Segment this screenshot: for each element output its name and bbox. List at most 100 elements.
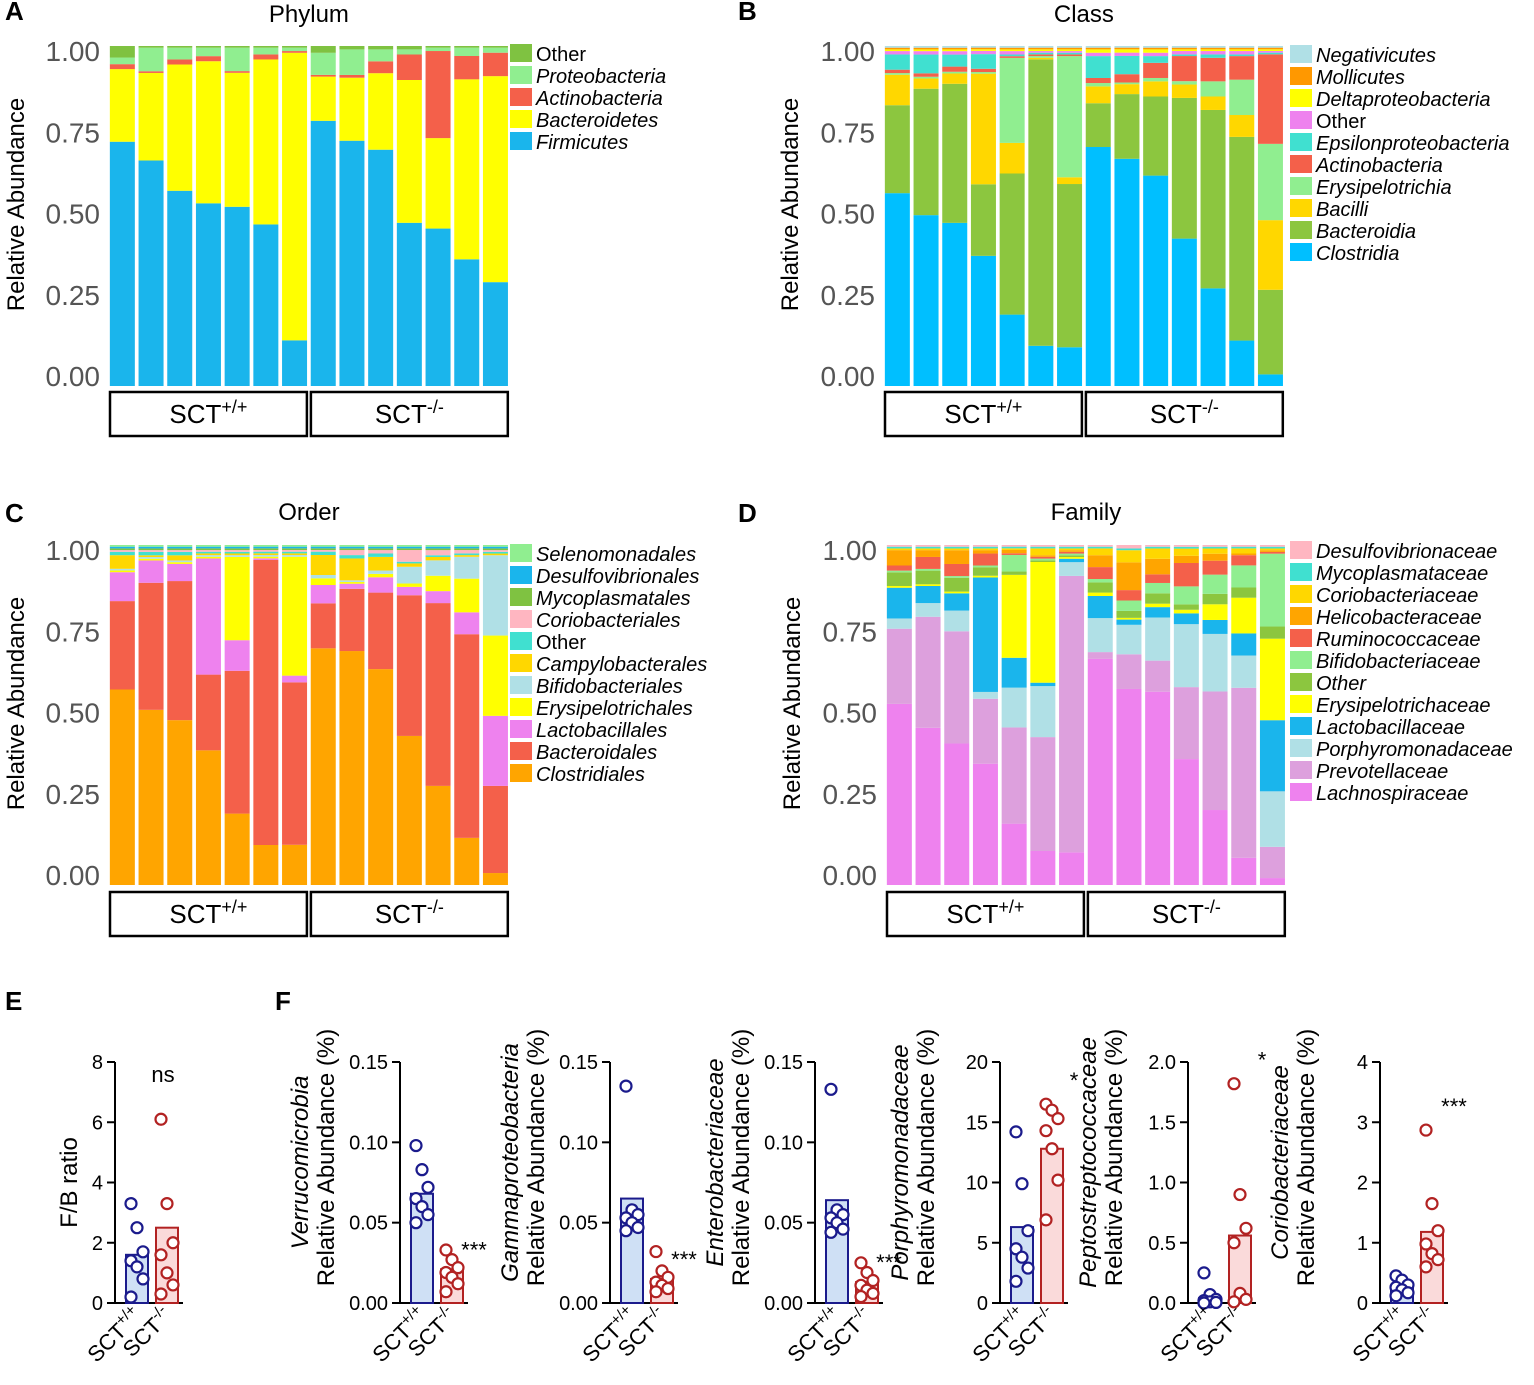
bar-segment-erysipelotrichaceae <box>1030 562 1056 683</box>
bar-segment-erysipelotrichaceae <box>1087 592 1113 596</box>
y-tick-label: 0.75 <box>46 616 101 647</box>
y-tick-label: 0.00 <box>821 361 876 392</box>
data-point <box>160 1266 174 1280</box>
legend-swatch <box>1290 585 1312 603</box>
legend-label: Other <box>1316 111 1366 133</box>
bar-segment-lachnospiraceae <box>1145 691 1171 885</box>
bar-segment-bacteroidales <box>425 603 451 786</box>
bar-segment-clostridia <box>1057 347 1083 386</box>
bar-segment-bacilli <box>1200 96 1226 110</box>
y-tick-label: 1.5 <box>1148 1112 1176 1134</box>
bar-segment-porphyromonadaceae <box>1231 655 1257 688</box>
y-tick-label: 0.10 <box>764 1132 803 1154</box>
bar-segment-actinobacteria <box>454 56 480 80</box>
bar-segment-epsilonproteobacteria <box>1257 52 1283 55</box>
bar-segment-campylobacterales <box>282 553 308 556</box>
bar-segment-erysipelotrichia <box>999 57 1025 143</box>
y-axis-label-taxon: Gammaproteobacteria <box>497 1043 524 1282</box>
group-label-sup: +/+ <box>221 897 247 917</box>
bar-segment-bifidobacteriales <box>425 560 451 576</box>
bar-segment-porphyromonadaceae <box>1001 687 1027 728</box>
bar-segment-actinobacteria <box>310 74 336 77</box>
bar-segment-other <box>999 51 1025 55</box>
bar-segment-lactobacillaceae <box>1087 596 1113 619</box>
bar-segment-prevotellaceae <box>1059 575 1085 853</box>
bar-segment-other <box>368 46 394 50</box>
bar-segment-ruminococcaceae <box>915 556 941 569</box>
bar-segment-other <box>138 551 164 556</box>
y-tick-label: 0.25 <box>823 779 878 810</box>
bar-segment-ruminococcaceae <box>1259 551 1285 554</box>
bar-segment-porphyromonadaceae <box>1202 633 1228 692</box>
y-axis-label: Relative Abundance (%) <box>1293 1029 1320 1286</box>
y-tick-label: 0.25 <box>821 280 876 311</box>
bar-segment-bacteroidales <box>310 603 336 649</box>
bar-segment-mycoplasmataceae <box>972 546 998 549</box>
bar-segment-mycoplasmataceae <box>1001 546 1027 549</box>
bar-segment-mycoplasmatales <box>224 548 250 551</box>
bar-segment-negativicutes <box>1085 46 1111 48</box>
bar-segment-clostridiales <box>425 785 451 885</box>
bar-segment-coriobacteriaceae <box>1030 548 1056 556</box>
legend-label: Bacteroidia <box>1316 221 1416 243</box>
bar-segment-porphyromonadaceae <box>1116 624 1142 655</box>
y-tick-label: 10 <box>966 1173 988 1195</box>
bar-segment-selenomonadales <box>138 545 164 547</box>
bar-segment-bifidobacteriales <box>224 555 250 557</box>
bar-segment-prevotellaceae <box>1116 654 1142 689</box>
y-tick-label: 2.0 <box>1148 1052 1176 1074</box>
bar-segment-deltaproteobacteria <box>884 49 910 52</box>
group-label-sup: +/+ <box>221 397 247 417</box>
y-tick-label: 0.50 <box>823 698 878 729</box>
legend-label: Mycoplasmatales <box>536 588 691 610</box>
bar-segment-negativicutes <box>1028 46 1054 48</box>
data-point <box>415 1163 429 1177</box>
bar-segment-lactobacillales <box>109 572 135 602</box>
bar-segment-mollicutes <box>1257 47 1283 50</box>
bar-segment-bacteroidetes <box>396 80 422 223</box>
bar-segment-epsilonproteobacteria <box>1085 56 1111 78</box>
bar-segment-bacteroidetes <box>167 64 193 191</box>
bar-segment-actinobacteria <box>1200 57 1226 82</box>
legend-label: Actinobacteria <box>1315 155 1443 177</box>
y-tick-label: 0.10 <box>349 1132 388 1154</box>
data-point <box>1431 1224 1445 1238</box>
panel-letter: D <box>738 498 757 528</box>
bar-segment-other <box>109 46 135 58</box>
bar-segment-desulfovibrionales <box>339 546 365 549</box>
bar-segment-campylobacterales <box>109 555 135 569</box>
bar-segment-erysipelotrichia <box>1229 79 1255 116</box>
bar-segment-deltaproteobacteria <box>942 49 968 52</box>
legend-swatch <box>510 654 532 672</box>
bar-segment-other <box>913 51 939 55</box>
bar-segment-erysipelotrichaceae <box>1259 638 1285 721</box>
bar-segment-proteobacteria <box>224 47 250 72</box>
bar-segment-other <box>167 551 193 556</box>
bar-segment-coriobacteriales <box>253 550 279 552</box>
bar-segment-other <box>942 51 968 55</box>
y-tick-label: 0.75 <box>46 117 101 148</box>
bar-segment-desulfovibrionales <box>368 546 394 549</box>
bar-segment-actinobacteria <box>282 51 308 53</box>
y-tick-label: 0.00 <box>46 860 101 891</box>
bar-segment-mycoplasmataceae <box>1116 548 1142 551</box>
bar-segment-other <box>224 551 250 554</box>
bar-segment-mycoplasmatales <box>310 548 336 550</box>
bar-segment-campylobacterales <box>425 556 451 561</box>
data-point <box>421 1180 435 1194</box>
bar-segment-bacteroidales <box>195 674 221 751</box>
bar-segment-clostridia <box>1200 288 1226 386</box>
bar-segment-erysipelotrichaceae <box>1059 557 1085 559</box>
bar-segment-desulfovibrionales <box>310 546 336 549</box>
panel-F1: F 0.00 0.05 0.10 0.15 Verrucomicrobia Relative… <box>275 986 487 1367</box>
bar-segment-other <box>1257 50 1283 53</box>
bar-segment-proteobacteria <box>138 47 164 72</box>
panel-C: C Order Relative Abundance 0.00 0.25 0.50 0.75… <box>3 498 707 938</box>
group-label-sup: +/+ <box>996 397 1022 417</box>
significance-label: *** <box>1441 1094 1467 1119</box>
bar-segment-bacteroidetes <box>339 77 365 141</box>
bar-segment-bacteroidales <box>109 601 135 690</box>
bar-segment-deltaproteobacteria <box>1114 49 1140 53</box>
data-point <box>1425 1196 1439 1211</box>
bar-segment-bacteroidales <box>253 560 279 845</box>
